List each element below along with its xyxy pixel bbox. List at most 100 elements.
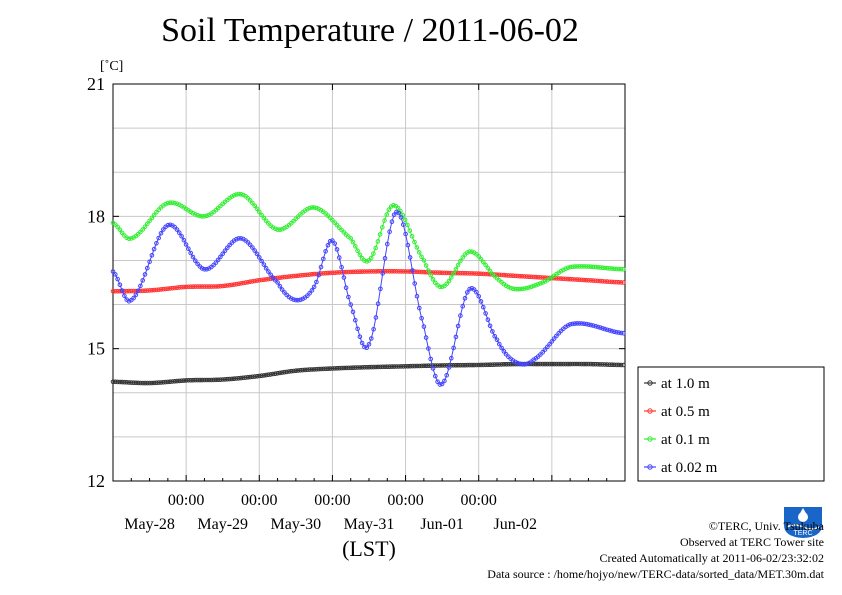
data-point — [396, 269, 402, 274]
data-point — [346, 294, 351, 300]
data-point — [513, 359, 518, 365]
data-point — [161, 286, 166, 292]
y-tick-label: 12 — [87, 471, 105, 491]
data-point — [609, 279, 615, 285]
data-point — [268, 372, 274, 377]
data-point — [279, 226, 285, 232]
data-point — [435, 363, 440, 368]
data-point — [519, 274, 525, 279]
data-point — [558, 276, 564, 281]
data-point — [309, 205, 315, 210]
data-point — [305, 293, 310, 299]
data-point — [387, 229, 392, 234]
data-point — [140, 227, 145, 232]
data-point — [614, 279, 619, 285]
data-point — [442, 378, 447, 384]
data-point — [231, 282, 237, 287]
data-point — [213, 284, 219, 289]
data-point — [154, 241, 159, 246]
data-point — [471, 287, 477, 292]
data-point — [330, 238, 335, 243]
copyright-text: ©TERC, Univ. Tsukuba — [708, 519, 824, 533]
data-point — [474, 289, 479, 295]
data-point — [142, 272, 148, 277]
data-point — [391, 203, 396, 208]
data-point — [266, 276, 271, 282]
data-point — [453, 334, 459, 340]
data-point — [282, 369, 287, 375]
data-point — [593, 264, 599, 270]
data-point — [506, 284, 511, 290]
data-point — [588, 322, 594, 328]
data-point — [229, 376, 235, 382]
data-point — [158, 287, 164, 292]
data-point — [373, 269, 379, 274]
data-point — [350, 365, 356, 371]
data-point — [307, 291, 312, 296]
data-point — [465, 290, 470, 295]
data-point — [435, 270, 440, 275]
data-point — [238, 281, 244, 286]
data-point — [261, 215, 267, 221]
data-point — [117, 288, 123, 294]
data-point — [279, 275, 285, 280]
legend-marker — [647, 436, 653, 442]
data-point — [474, 271, 479, 276]
data-point — [419, 254, 424, 260]
data-point — [467, 249, 472, 254]
data-point — [607, 362, 612, 368]
data-point — [519, 286, 525, 292]
data-point — [323, 249, 328, 254]
data-point — [154, 287, 159, 293]
data-point — [401, 222, 406, 227]
data-point — [375, 239, 381, 244]
data-point — [497, 272, 502, 278]
data-point — [579, 361, 584, 367]
data-point — [167, 222, 173, 228]
data-point — [124, 380, 129, 385]
terc-logo: TERC — [784, 507, 822, 538]
data-point — [380, 271, 386, 276]
data-point — [129, 236, 134, 241]
data-point — [209, 284, 214, 289]
data-point — [291, 273, 296, 279]
data-point — [549, 339, 555, 344]
data-point — [401, 364, 406, 369]
data-point — [476, 254, 482, 259]
data-point — [433, 270, 438, 275]
data-point — [284, 369, 290, 375]
data-point — [266, 372, 271, 378]
data-point — [391, 364, 397, 369]
data-point — [263, 277, 269, 282]
data-point — [126, 299, 132, 304]
data-point — [188, 250, 193, 256]
data-point — [407, 269, 413, 274]
data-point — [195, 261, 200, 267]
data-point — [597, 362, 603, 367]
data-point — [332, 270, 338, 276]
data-point — [298, 273, 303, 278]
data-point — [177, 285, 182, 290]
data-point — [387, 364, 392, 370]
data-point — [522, 286, 527, 291]
data-point — [535, 282, 541, 287]
data-point — [494, 362, 500, 367]
data-point — [204, 377, 209, 383]
created-text: Created Automatically at 2011-06-02/23:3… — [599, 551, 824, 565]
data-point — [241, 375, 246, 381]
data-point — [298, 368, 303, 373]
data-point — [145, 380, 150, 386]
data-point — [309, 288, 315, 293]
data-point — [471, 362, 477, 368]
data-point — [547, 341, 552, 347]
data-point — [138, 283, 143, 289]
data-point — [300, 272, 306, 278]
data-point — [279, 287, 285, 292]
data-point — [433, 363, 438, 368]
data-point — [517, 273, 523, 279]
data-point — [250, 245, 255, 250]
data-point — [385, 269, 390, 274]
data-point — [531, 361, 536, 367]
data-point — [174, 227, 180, 232]
data-point — [250, 200, 255, 206]
